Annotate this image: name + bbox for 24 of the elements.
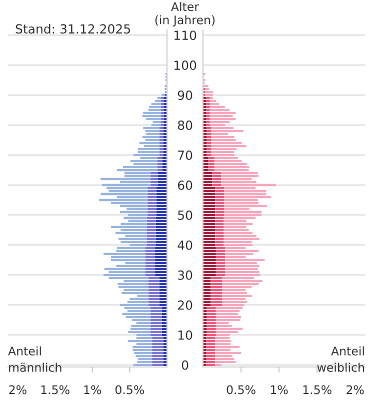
x-tick-label: 1% xyxy=(270,385,288,394)
x-axis-title: Anteil männlich xyxy=(8,346,62,372)
y-tick-label: 0 xyxy=(182,360,188,370)
x-tick-label: 1.5% xyxy=(41,385,70,394)
x-tick-label: 0.5% xyxy=(115,385,144,394)
y-tick-label: 70 xyxy=(178,150,192,160)
y-tick-label: 80 xyxy=(178,120,192,130)
y-tick-label: 50 xyxy=(178,210,192,220)
y-tick-label: 110 xyxy=(174,30,196,40)
x-tick-label: 2% xyxy=(346,385,364,394)
y-tick-label: 60 xyxy=(178,180,192,190)
annotation: Stand: 31.12.2025 xyxy=(16,24,130,34)
y-tick-label: 30 xyxy=(178,270,192,280)
x-tick-label: 1% xyxy=(84,385,102,394)
x-tick-label: 0.5% xyxy=(226,385,256,394)
x-tick-label: 1.5% xyxy=(303,385,332,394)
y-tick-label: 10 xyxy=(178,330,192,340)
x-tick-label: 2% xyxy=(9,385,26,394)
y-tick-label: 100 xyxy=(174,60,196,70)
y-tick-label: 40 xyxy=(178,240,192,250)
y-axis-title: Alter (in Jahren) xyxy=(155,2,215,27)
y-tick-label: 20 xyxy=(178,300,192,310)
x-axis-title: Anteil weiblich xyxy=(317,346,364,372)
y-tick-label: 90 xyxy=(178,90,192,100)
